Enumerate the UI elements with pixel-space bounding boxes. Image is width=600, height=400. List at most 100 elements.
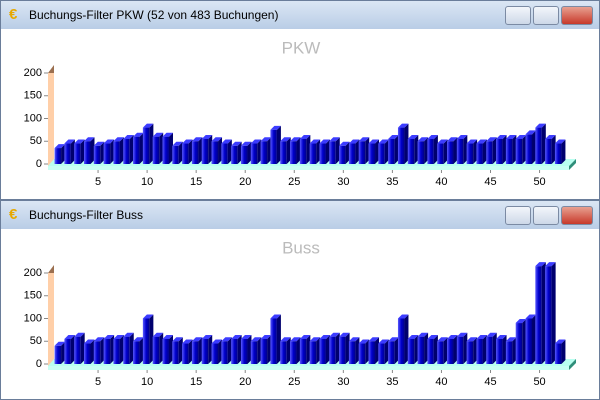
bar-side [355,337,360,364]
bar-side [482,334,487,364]
bar [417,336,425,364]
bar-top [162,334,173,339]
bar [133,341,140,364]
bar [496,338,503,364]
maximize-button[interactable] [533,206,559,225]
x-tick-label: 20 [239,376,251,388]
bar [231,145,238,164]
bar-top [437,139,448,144]
y-tick-label: 0 [36,158,42,170]
bar-side [286,137,291,164]
bar [290,341,297,364]
bar-top [211,137,223,142]
bar-side [80,332,85,364]
minimize-button[interactable] [505,6,531,25]
bar [113,141,120,164]
bar-top [54,341,66,346]
y-tick-label: 150 [24,290,42,302]
bar-side [110,334,115,364]
bar [486,336,493,364]
bar-side [159,132,164,164]
bar-top [466,139,478,144]
bar-side [365,339,370,364]
bar-top [172,141,183,146]
bar-top [358,339,370,344]
bar-top [201,334,213,339]
bar [211,141,219,164]
bar-side [296,337,301,364]
bar-side [218,339,223,364]
bar [260,338,268,364]
bar-side [208,134,213,164]
bar-side [551,134,556,164]
bar-side [267,137,272,164]
x-tick-label: 40 [435,176,447,188]
bar [545,138,552,164]
app-icon: € [9,6,18,23]
close-button[interactable] [561,6,593,25]
x-tick-label: 35 [386,176,398,188]
bar [93,145,101,164]
bar-side [276,314,281,364]
bar [397,127,405,164]
bar-top [260,137,272,142]
minimize-button[interactable] [505,206,531,225]
bar-top [447,137,458,142]
bar-top [299,334,311,339]
bar [388,138,395,164]
bar-top [93,141,105,146]
bar-top [456,134,468,139]
bar [309,143,317,164]
bar [554,343,562,364]
bar-top [505,134,517,139]
bar [191,341,199,364]
bar [505,138,513,164]
bar-top [93,337,105,342]
bar [329,336,336,364]
x-tick-label: 15 [190,176,202,188]
bar-side [541,262,546,364]
bar [437,341,444,364]
bar-top [545,262,556,267]
bar [74,143,81,164]
bar [348,143,356,164]
bar-top [83,137,95,142]
bar-side [384,139,389,164]
bar-side [532,130,537,164]
bar [437,143,444,164]
bar-top [407,134,419,139]
maximize-button[interactable] [533,6,559,25]
close-button[interactable] [561,206,593,225]
bar-side [149,123,154,164]
bar [456,336,464,364]
y-tick-label: 0 [36,358,42,370]
bar [240,145,248,164]
bar [123,138,130,164]
chart-title: PKW [282,38,321,57]
bar-side [149,314,154,364]
bar [515,138,523,164]
bar [525,134,533,164]
bar-side [110,139,115,164]
bar-side [306,134,311,164]
bar-side [424,137,429,164]
bar-top [250,139,262,144]
bar-top [182,139,193,144]
bar [515,323,523,364]
bar-side [237,334,242,364]
bar-top [54,144,66,149]
bar [54,345,62,364]
bar [329,141,336,164]
x-tick-label: 30 [337,176,349,188]
x-tick-label: 25 [288,176,300,188]
bar-top [142,314,154,319]
bar-top [123,332,134,337]
bar-top [74,139,85,144]
floor-front [48,366,569,370]
x-tick-label: 45 [484,176,496,188]
bar-side [384,339,389,364]
y-tick-label: 50 [30,135,42,147]
bar-top [437,337,448,342]
x-tick-label: 30 [337,376,349,388]
